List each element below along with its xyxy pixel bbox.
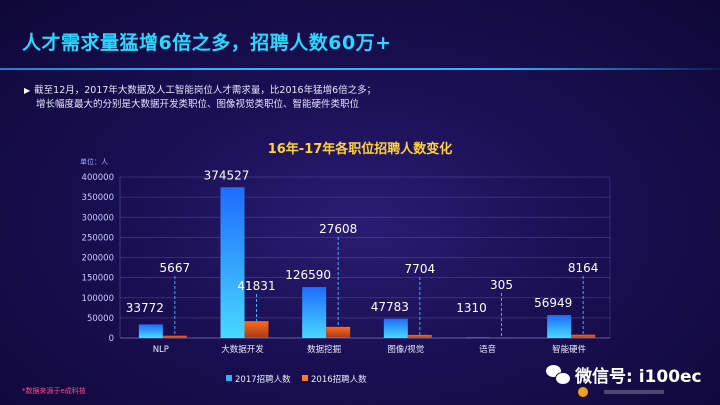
- data-label-2017: 1310: [456, 301, 487, 315]
- legend-label-2016: 2016招聘人数: [311, 374, 367, 385]
- bar-2017: [220, 187, 245, 338]
- data-source-note: *数据来源于e成科技: [22, 387, 86, 395]
- x-tick-label: 语音: [479, 344, 497, 355]
- y-tick-label: 0: [109, 334, 114, 344]
- data-label-2017: 126590: [285, 268, 331, 282]
- x-tick-label: 图像/视觉: [387, 344, 424, 355]
- bar-2017: [383, 318, 408, 338]
- summary-text: ▶ 截至12月，2017年大数据及人工智能岗位人才需求量，比2016年猛增6倍之多…: [24, 84, 474, 112]
- data-label-2016: 41831: [237, 279, 275, 293]
- bar-2016: [244, 321, 269, 338]
- data-label-2016: 7704: [405, 262, 436, 276]
- wechat-id: 微信号: i100ec: [575, 367, 702, 387]
- logo-circle-icon: [578, 387, 588, 397]
- summary-line-2: 增长幅度最大的分别是大数据开发类职位、图像视觉类职位、智能硬件类职位: [24, 98, 474, 112]
- summary-line-2-text: 增长幅度最大的分别是大数据开发类职位、图像视觉类职位、智能硬件类职位: [36, 99, 360, 110]
- x-tick-label: 数据挖掘: [307, 344, 341, 355]
- y-tick-label: 300000: [82, 213, 114, 223]
- y-tick-label: 150000: [82, 274, 114, 284]
- partner-logos: [578, 386, 668, 398]
- legend-swatch-2017: [226, 375, 232, 381]
- y-tick-label: 400000: [82, 173, 114, 183]
- y-tick-label: 50000: [87, 314, 114, 324]
- legend-swatch-2016: [302, 375, 308, 381]
- y-tick-label: 100000: [82, 294, 114, 304]
- data-label-2017: 47783: [371, 300, 409, 314]
- x-tick-label: NLP: [153, 345, 169, 355]
- summary-line-1: ▶ 截至12月，2017年大数据及人工智能岗位人才需求量，比2016年猛增6倍之多…: [24, 84, 474, 98]
- bar-2016: [407, 334, 432, 338]
- data-label-2016: 5667: [160, 261, 191, 275]
- bar-2017: [138, 324, 163, 338]
- y-tick-label: 200000: [82, 254, 114, 264]
- wechat-icon: [546, 364, 571, 385]
- y-axis-unit-label: 单位：人: [80, 157, 108, 166]
- y-tick-label: 350000: [82, 193, 114, 203]
- data-label-2017: 56949: [534, 296, 572, 310]
- x-tick-label: 智能硬件: [552, 344, 587, 355]
- data-label-2016: 305: [490, 278, 513, 292]
- summary-line-1-text: 截至12月，2017年大数据及人工智能岗位人才需求量，比2016年猛增6倍之多；: [34, 85, 377, 96]
- data-label-2017: 33772: [126, 301, 164, 315]
- bar-2017: [547, 315, 572, 338]
- legend-label-2017: 2017招聘人数: [235, 374, 291, 385]
- y-tick-label: 250000: [82, 233, 114, 243]
- title-divider: [0, 68, 720, 70]
- slide-title: 人才需求量猛增6倍之多，招聘人数60万+: [22, 32, 392, 54]
- chart-title: 16年-17年各职位招聘人数变化: [267, 142, 453, 157]
- wechat-account: 微信号: i100ec: [546, 362, 702, 387]
- play-bullet-icon: ▶: [24, 86, 31, 95]
- x-tick-label: 大数据开发: [221, 344, 264, 355]
- data-label-2016: 27608: [319, 222, 357, 236]
- data-label-2017: 374527: [204, 168, 250, 182]
- bar-2016: [571, 334, 596, 338]
- bar-2017: [302, 287, 327, 338]
- bar-2016: [326, 326, 351, 338]
- bar-2016: [162, 335, 187, 338]
- data-label-2016: 8164: [568, 261, 599, 275]
- logo-text-mark: [604, 390, 664, 394]
